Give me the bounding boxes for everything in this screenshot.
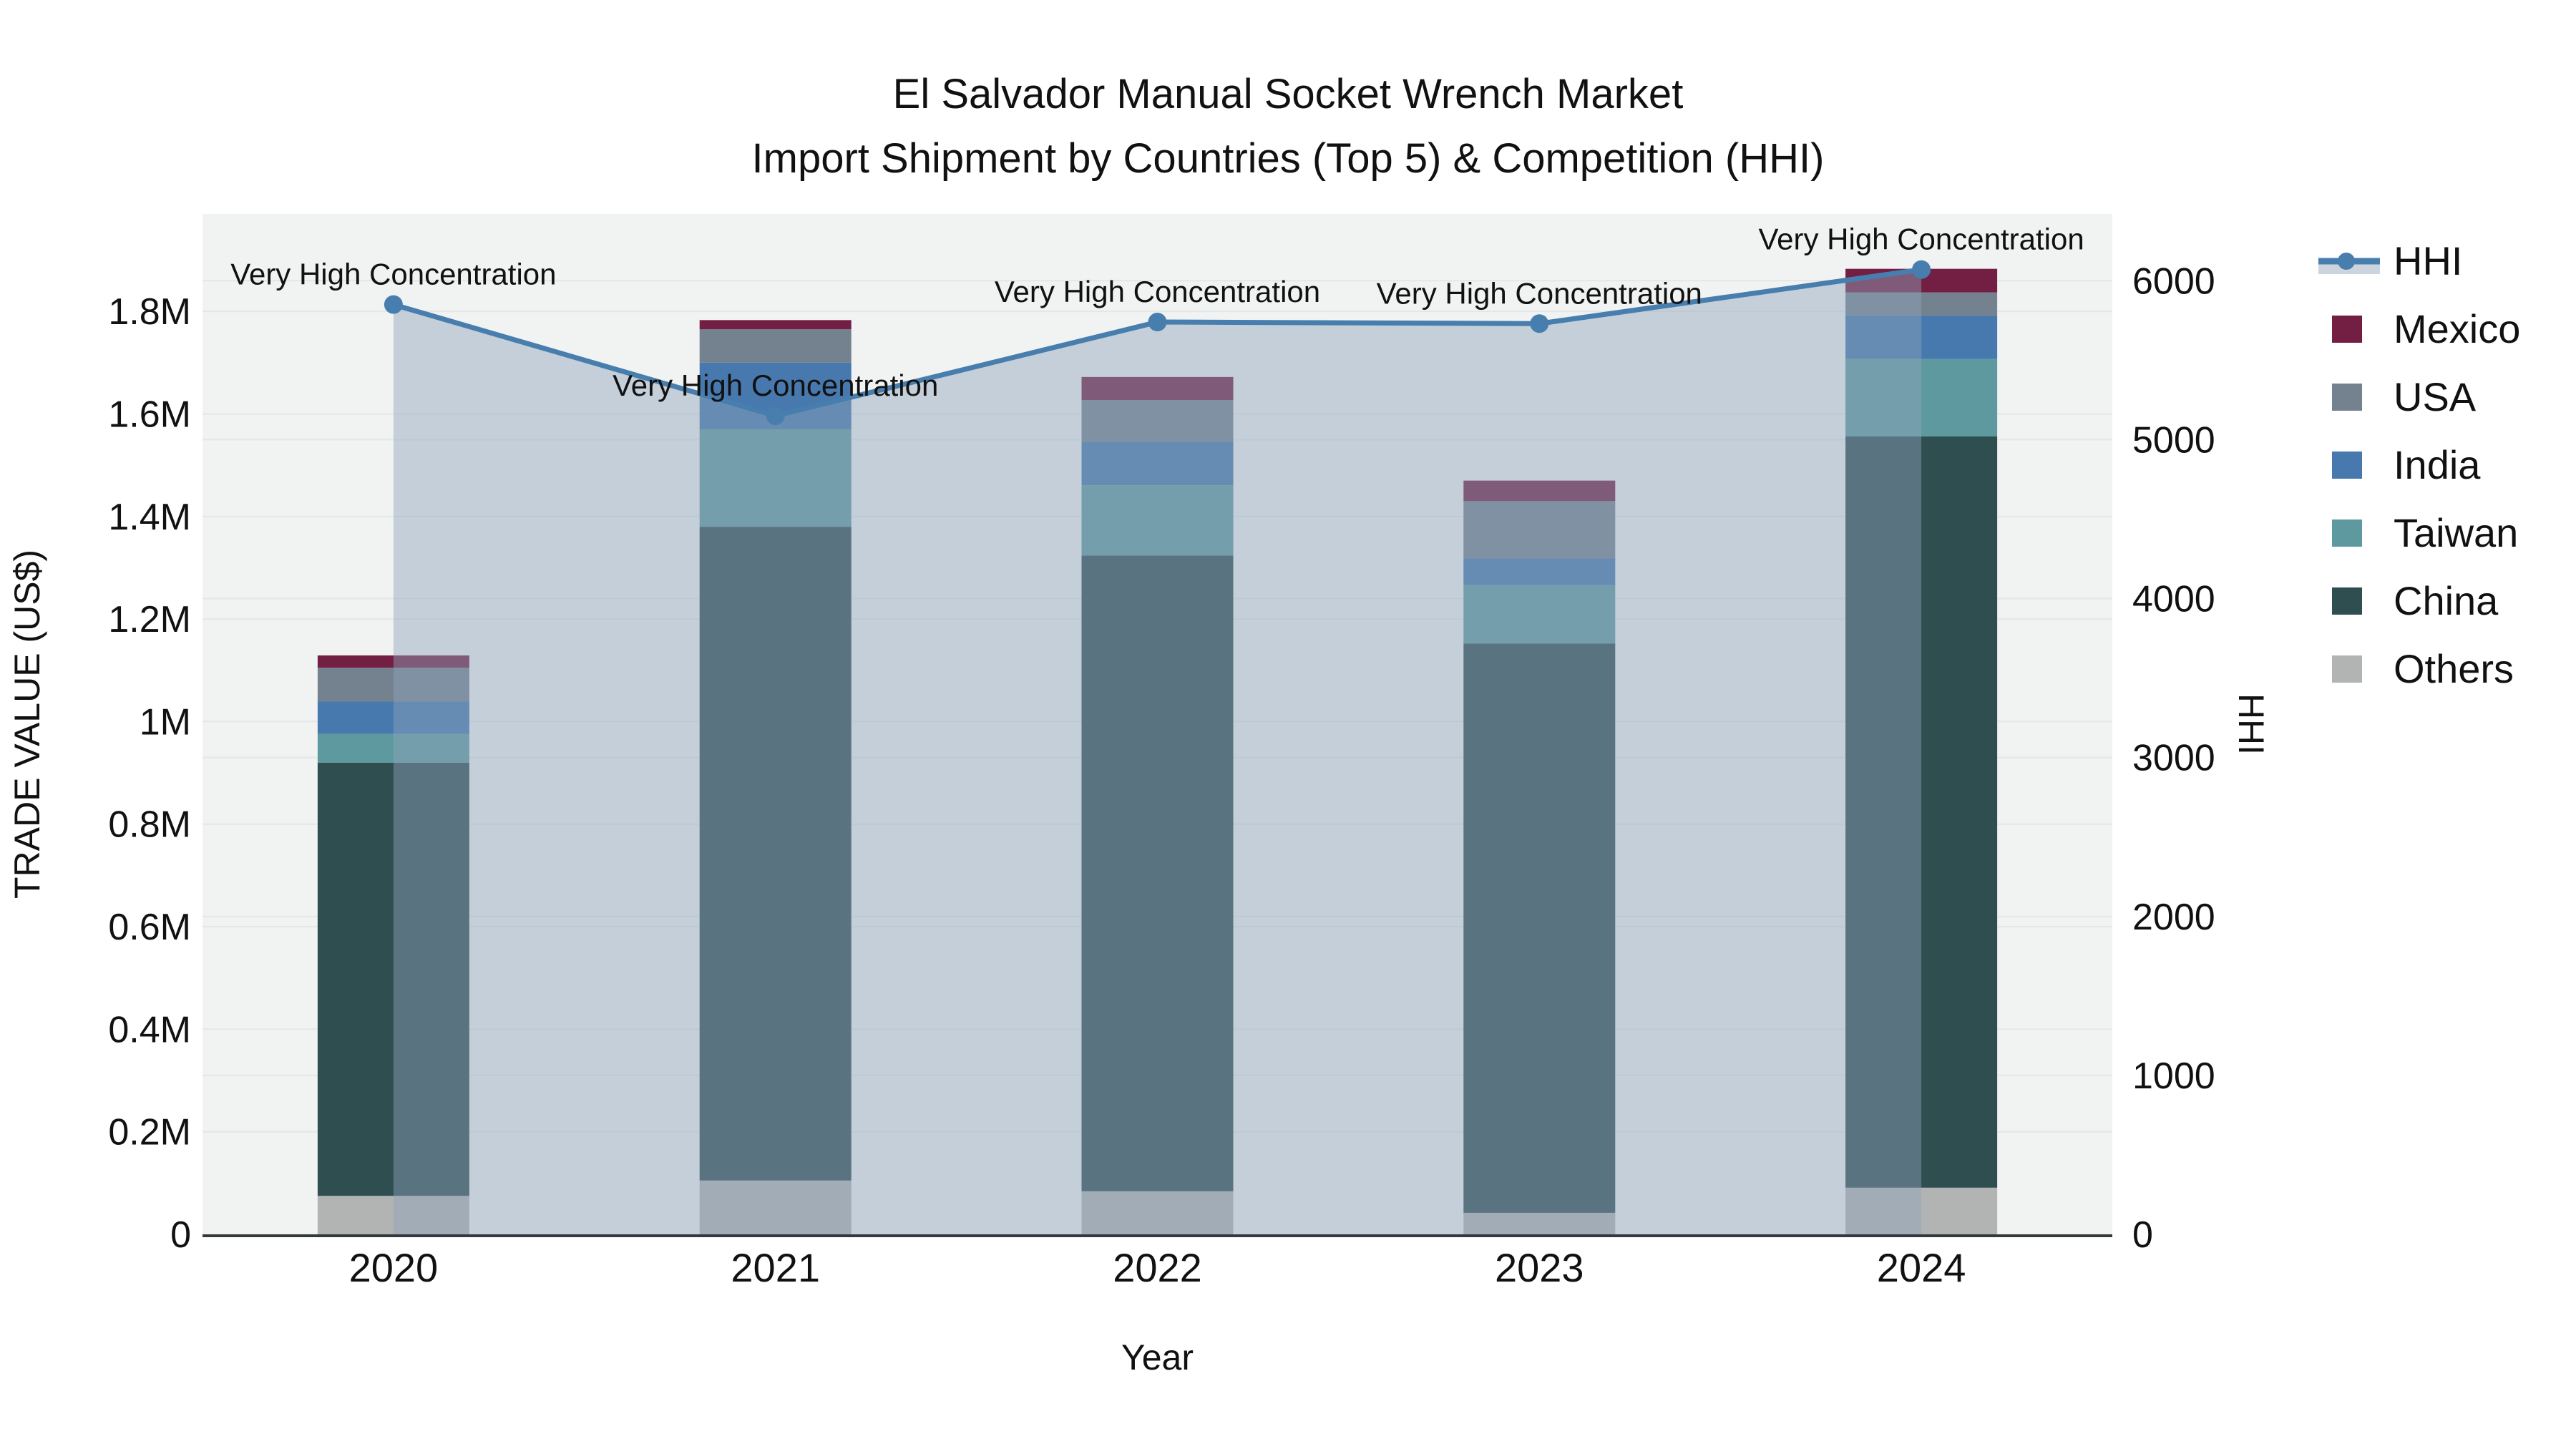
bar-segment-taiwan-2022 bbox=[1081, 485, 1234, 556]
bar-segment-taiwan-2024 bbox=[1845, 358, 1998, 436]
bar-segment-others-2022 bbox=[1081, 1191, 1234, 1234]
bar-segment-taiwan-2020 bbox=[317, 733, 469, 763]
legend-item-usa[interactable]: USA bbox=[2332, 374, 2477, 419]
legend-item-mexico[interactable]: Mexico bbox=[2332, 306, 2520, 351]
legend-label-usa: USA bbox=[2394, 374, 2477, 419]
annotation-2021: Very High Concentration bbox=[613, 369, 938, 402]
bar-segment-others-2020 bbox=[317, 1196, 469, 1234]
bar-segment-china-2023 bbox=[1463, 643, 1616, 1213]
legend-swatch-china bbox=[2332, 587, 2362, 615]
legend-label-others: Others bbox=[2394, 646, 2514, 691]
legend-swatch-taiwan bbox=[2332, 519, 2362, 547]
y-left-tick-label-0.2M: 0.2M bbox=[108, 1112, 191, 1153]
hhi-area-fill bbox=[393, 269, 1922, 1234]
bar-segment-others-2023 bbox=[1463, 1212, 1616, 1234]
legend-swatch-usa bbox=[2332, 384, 2362, 411]
bar-segment-mexico-2023 bbox=[1463, 480, 1616, 502]
y-left-tick-label-1.6M: 1.6M bbox=[108, 394, 191, 435]
y-axis-right-title: HHI bbox=[2231, 693, 2271, 756]
x-tick-label-2020: 2020 bbox=[349, 1245, 439, 1290]
legend-label-china: China bbox=[2394, 578, 2499, 623]
bar-segment-others-2024 bbox=[1845, 1187, 1998, 1234]
bar-segment-india-2022 bbox=[1081, 441, 1234, 486]
bar-segment-mexico-2022 bbox=[1081, 376, 1234, 401]
x-axis-title: Year bbox=[1121, 1337, 1194, 1377]
legend-swatch-india bbox=[2332, 452, 2362, 479]
legend-item-india[interactable]: India bbox=[2332, 442, 2481, 487]
hhi-marker-2022 bbox=[1148, 313, 1167, 332]
y-left-tick-label-0: 0 bbox=[170, 1214, 191, 1256]
y-right-tick-label-3000: 3000 bbox=[2132, 738, 2215, 779]
y-right-tick-label-4000: 4000 bbox=[2132, 579, 2215, 620]
hhi-marker-2020 bbox=[384, 295, 403, 314]
annotation-2023: Very High Concentration bbox=[1377, 276, 1702, 310]
bar-segment-china-2022 bbox=[1081, 555, 1234, 1191]
y-left-tick-label-1.2M: 1.2M bbox=[108, 599, 191, 640]
y-axis-left-title: TRADE VALUE (US$) bbox=[7, 549, 47, 899]
bar-segment-china-2021 bbox=[699, 527, 852, 1181]
legend-item-china[interactable]: China bbox=[2332, 578, 2499, 623]
y-left-tick-label-1M: 1M bbox=[140, 701, 191, 743]
bar-segment-china-2020 bbox=[317, 762, 469, 1196]
y-right-tick-label-0: 0 bbox=[2132, 1214, 2153, 1256]
legend-item-hhi[interactable]: HHI bbox=[2318, 238, 2462, 283]
x-tick-label-2024: 2024 bbox=[1877, 1245, 1966, 1290]
y-right-tick-label-5000: 5000 bbox=[2132, 419, 2215, 461]
bar-segment-others-2021 bbox=[699, 1180, 852, 1234]
legend-hhi-marker-icon bbox=[2338, 253, 2355, 270]
x-tick-label-2022: 2022 bbox=[1113, 1245, 1202, 1290]
annotation-2024: Very High Concentration bbox=[1758, 223, 2084, 256]
x-tick-label-2023: 2023 bbox=[1495, 1245, 1584, 1290]
bar-segment-india-2020 bbox=[317, 701, 469, 734]
y-left-tick-label-1.4M: 1.4M bbox=[108, 497, 191, 538]
chart-title-line1: El Salvador Manual Socket Wrench Market bbox=[892, 71, 1684, 117]
y-left-tick-label-1.8M: 1.8M bbox=[108, 291, 191, 333]
bar-segment-mexico-2020 bbox=[317, 655, 469, 668]
legend-label-taiwan: Taiwan bbox=[2394, 510, 2518, 555]
bar-segment-india-2023 bbox=[1463, 558, 1616, 585]
legend-label-india: India bbox=[2394, 442, 2481, 487]
y-right-tick-label-6000: 6000 bbox=[2132, 260, 2215, 302]
bar-segment-mexico-2021 bbox=[699, 320, 852, 330]
hhi-marker-2021 bbox=[766, 406, 785, 426]
x-tick-label-2021: 2021 bbox=[731, 1245, 820, 1290]
bar-segment-usa-2022 bbox=[1081, 400, 1234, 442]
bar-segment-india-2024 bbox=[1845, 315, 1998, 359]
bar-segment-usa-2024 bbox=[1845, 292, 1998, 316]
y-left-tick-label-0.6M: 0.6M bbox=[108, 907, 191, 948]
annotation-2022: Very High Concentration bbox=[995, 275, 1320, 308]
bar-segment-usa-2021 bbox=[699, 329, 852, 363]
bar-segment-taiwan-2021 bbox=[699, 429, 852, 527]
legend-swatch-mexico bbox=[2332, 316, 2362, 343]
y-right-tick-label-2000: 2000 bbox=[2132, 897, 2215, 938]
annotation-2020: Very High Concentration bbox=[230, 258, 556, 291]
hhi-marker-2024 bbox=[1912, 260, 1931, 279]
y-right-tick-label-1000: 1000 bbox=[2132, 1055, 2215, 1097]
legend-label-hhi: HHI bbox=[2394, 238, 2462, 283]
y-left-tick-label-0.8M: 0.8M bbox=[108, 804, 191, 846]
bar-segment-usa-2020 bbox=[317, 668, 469, 702]
legend-item-taiwan[interactable]: Taiwan bbox=[2332, 510, 2518, 555]
y-left-tick-label-0.4M: 0.4M bbox=[108, 1009, 191, 1050]
hhi-marker-2023 bbox=[1530, 314, 1549, 333]
bar-segment-china-2024 bbox=[1845, 436, 1998, 1188]
bar-segment-taiwan-2023 bbox=[1463, 585, 1616, 644]
chart-title-line2: Import Shipment by Countries (Top 5) & C… bbox=[751, 135, 1825, 182]
legend-swatch-others bbox=[2332, 655, 2362, 683]
legend-item-others[interactable]: Others bbox=[2332, 646, 2514, 691]
bar-segment-usa-2023 bbox=[1463, 501, 1616, 559]
legend-label-mexico: Mexico bbox=[2394, 306, 2520, 351]
